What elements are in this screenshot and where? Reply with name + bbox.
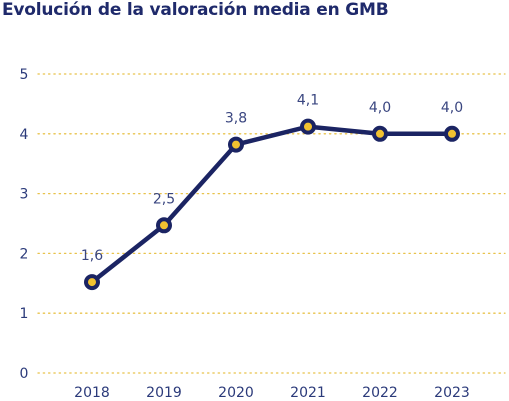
x-tick-label: 2022 bbox=[362, 385, 398, 401]
data-label-2023: 4,0 bbox=[441, 100, 463, 116]
data-label-2018: 1,6 bbox=[81, 248, 103, 264]
y-tick-label: 3 bbox=[20, 187, 29, 203]
data-point-2023 bbox=[444, 125, 460, 142]
x-tick-label: 2019 bbox=[146, 385, 182, 401]
y-tick-label: 5 bbox=[20, 67, 29, 83]
x-tick-label: 2020 bbox=[218, 385, 254, 401]
markers bbox=[84, 118, 460, 291]
data-label-2021: 4,1 bbox=[297, 93, 319, 109]
y-tick-label: 2 bbox=[20, 246, 29, 262]
x-tick-label: 2021 bbox=[290, 385, 326, 401]
data-point-2022 bbox=[372, 125, 388, 142]
data-label-2022: 4,0 bbox=[369, 100, 391, 116]
y-tick-label: 1 bbox=[20, 306, 29, 322]
data-point-2020 bbox=[228, 136, 244, 153]
series-line bbox=[89, 124, 455, 285]
data-point-2019 bbox=[156, 217, 172, 234]
y-tick-label: 4 bbox=[20, 127, 29, 143]
data-label-2019: 2,5 bbox=[153, 191, 175, 207]
chart-title: Evolución de la valoración media en GMB bbox=[2, 0, 389, 20]
x-axis-ticks: 2018 2019 2020 2021 2022 2023 bbox=[74, 385, 470, 401]
data-label-2020: 3,8 bbox=[225, 111, 247, 127]
x-tick-label: 2023 bbox=[434, 385, 470, 401]
data-labels: 1,6 2,5 3,8 4,1 4,0 4,0 bbox=[81, 93, 463, 264]
y-tick-label: 0 bbox=[20, 366, 29, 382]
y-axis-ticks: 0 1 2 3 4 5 bbox=[20, 67, 29, 382]
grid-lines bbox=[37, 73, 506, 374]
data-point-2018 bbox=[84, 274, 100, 291]
data-point-2021 bbox=[300, 118, 316, 135]
series-line-group bbox=[89, 124, 455, 285]
x-tick-label: 2018 bbox=[74, 385, 110, 401]
